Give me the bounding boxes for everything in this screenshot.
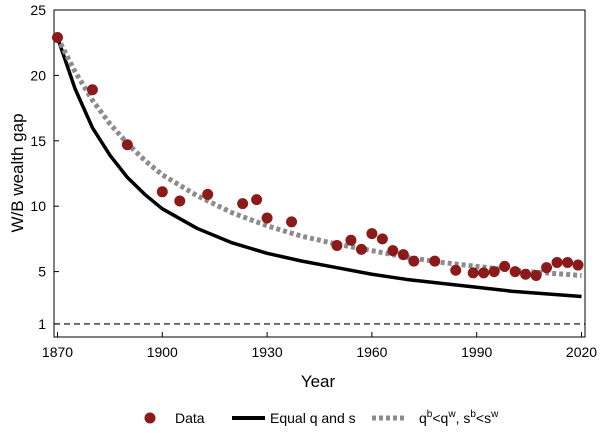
data-point (488, 266, 500, 278)
data-point (261, 212, 273, 224)
data-point (355, 243, 367, 255)
data-point (331, 239, 343, 251)
plot-frame (53, 9, 586, 338)
y-tick-label: 25 (30, 2, 46, 18)
legend-data-marker (144, 412, 156, 424)
data-point (202, 188, 214, 200)
x-axis-ticks: 1870 1900 1930 1960 1990 2020 (42, 332, 597, 360)
data-point (121, 139, 133, 151)
data-point (376, 233, 388, 245)
x-tick-label: 1870 (42, 344, 73, 360)
data-point (450, 264, 462, 276)
series-lines (55, 36, 582, 299)
data-point (251, 194, 263, 206)
x-tick-label: 1900 (147, 344, 178, 360)
data-point (499, 260, 511, 272)
data-point (429, 255, 441, 267)
y-tick-label: 20 (30, 67, 46, 83)
data-point (520, 268, 532, 280)
x-tick-label: 1960 (356, 344, 387, 360)
data-point (562, 256, 574, 268)
data-point (237, 198, 249, 210)
y-axis-title: W/B wealth gap (8, 113, 27, 232)
data-point (156, 186, 168, 198)
data-points (51, 31, 584, 282)
y-tick-label: 5 (38, 264, 46, 280)
data-point (467, 267, 479, 279)
data-point (551, 256, 563, 268)
data-point (530, 270, 542, 282)
series-line-unequal (55, 36, 582, 279)
legend-equal-label: Equal q and s (270, 410, 356, 426)
x-tick-label: 1990 (461, 344, 492, 360)
legend-data-label: Data (175, 410, 205, 426)
x-axis-title: Year (301, 372, 336, 391)
data-point (478, 267, 490, 279)
data-point (387, 245, 399, 257)
data-point (572, 259, 584, 271)
x-tick-label: 1930 (252, 344, 283, 360)
y-tick-label: 10 (30, 198, 46, 214)
data-point (51, 31, 63, 43)
data-point (509, 266, 521, 278)
x-tick-label: 2020 (566, 344, 597, 360)
legend: Data Equal q and s qb<qw, sb<sw (144, 409, 499, 426)
data-point (408, 255, 420, 267)
y-tick-label: 15 (30, 133, 46, 149)
data-point (286, 216, 298, 228)
series-line-equal (55, 36, 582, 299)
data-point (345, 234, 357, 246)
data-point (174, 195, 186, 207)
data-point (366, 228, 378, 240)
legend-gap-label: qb<qw, sb<sw (419, 409, 499, 426)
data-point (541, 262, 553, 274)
y-tick-label: 1 (38, 316, 46, 332)
data-point (86, 84, 98, 96)
data-point (397, 249, 409, 261)
